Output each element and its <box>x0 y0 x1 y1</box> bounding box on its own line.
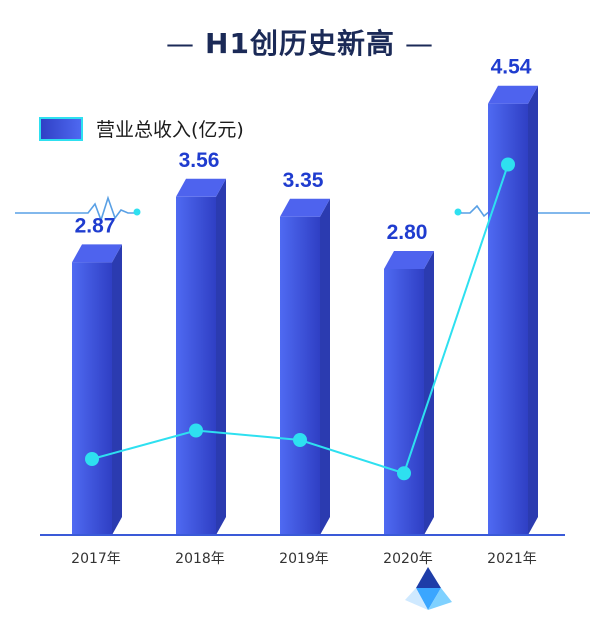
chart-title: — H1创历史新高 — <box>0 22 600 62</box>
trend-point-3 <box>397 466 411 481</box>
bar-top <box>280 198 330 217</box>
title-text: H1创历史新高 <box>205 27 395 60</box>
value-label-1: 3.56 <box>179 149 220 172</box>
value-label-2: 3.35 <box>283 169 324 192</box>
bar-0 <box>72 244 122 535</box>
title-dash-left: — <box>166 27 196 60</box>
bar-side <box>216 178 226 536</box>
logo-mark-icon <box>405 567 452 610</box>
bar-top <box>72 244 122 263</box>
bar-3 <box>384 251 434 535</box>
bar-2 <box>280 198 330 535</box>
x-tick-0: 2017年 <box>71 551 121 567</box>
legend-label: 营业总收入(亿元) <box>96 119 244 141</box>
value-label-0: 2.87 <box>75 214 116 237</box>
bar-front <box>72 262 112 535</box>
bar-side <box>320 198 330 535</box>
bar-1 <box>176 178 226 536</box>
trend-point-1 <box>189 423 203 438</box>
legend-swatch <box>39 117 83 141</box>
bars <box>72 85 538 536</box>
legend: 营业总收入(亿元) <box>39 117 244 141</box>
x-tick-3: 2020年 <box>383 551 433 567</box>
bar-side <box>528 85 538 535</box>
bar-side <box>112 244 122 535</box>
bar-side <box>424 251 434 535</box>
bar-front <box>384 269 424 535</box>
value-labels: 2.87 3.56 3.35 2.80 4.54 <box>75 56 532 244</box>
x-tick-4: 2021年 <box>487 551 537 567</box>
x-tick-1: 2018年 <box>175 551 225 567</box>
pulse-decoration-left <box>15 195 141 223</box>
bar-front <box>280 216 320 535</box>
bar-front <box>176 196 216 536</box>
trend-point-0 <box>85 452 99 466</box>
value-label-4: 4.54 <box>491 56 532 79</box>
x-tick-2: 2019年 <box>279 551 329 567</box>
x-tick-labels: 2017年 2018年 2019年 2020年 2021年 <box>71 551 537 567</box>
bar-top <box>384 251 434 269</box>
bar-top <box>488 85 538 104</box>
trend-point-2 <box>293 433 307 447</box>
bar-front <box>488 103 528 535</box>
bar-top <box>176 178 226 197</box>
value-label-3: 2.80 <box>387 221 428 244</box>
bar-4 <box>488 85 538 535</box>
title-dash-right: — <box>404 27 434 60</box>
trend-line <box>85 157 515 481</box>
trend-point-4 <box>501 157 515 172</box>
